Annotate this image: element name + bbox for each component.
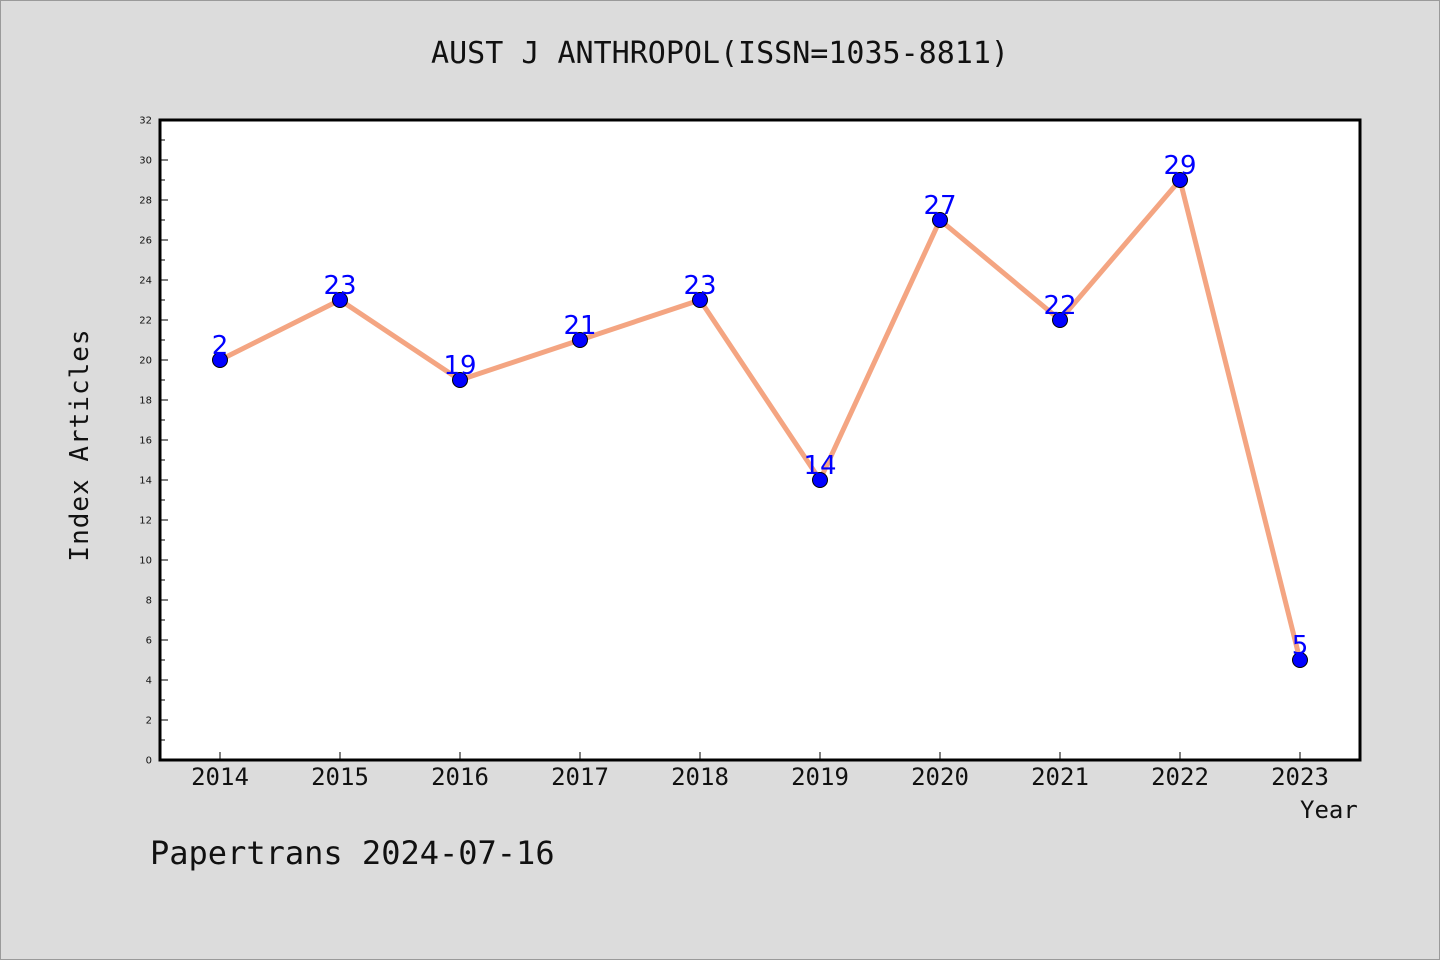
- x-tick-label: 2014: [191, 763, 249, 791]
- y-tick-label: 28: [139, 196, 152, 207]
- data-point: [572, 332, 588, 348]
- y-tick-label: 10: [139, 556, 152, 567]
- y-tick-label: 30: [139, 156, 152, 167]
- y-tick-label: 32: [139, 116, 152, 127]
- data-label: 14: [803, 451, 836, 481]
- footer-text: Papertrans 2024-07-16: [150, 834, 555, 872]
- x-tick-label: 2020: [911, 763, 969, 791]
- data-point: [1172, 172, 1188, 188]
- y-tick-label: 14: [139, 476, 152, 487]
- data-label: 23: [683, 271, 716, 301]
- x-tick-label: 2017: [551, 763, 609, 791]
- y-tick-label: 12: [139, 516, 152, 527]
- y-tick-label: 24: [139, 276, 152, 287]
- y-tick-label: 20: [139, 356, 152, 367]
- y-tick-label: 26: [139, 236, 152, 247]
- data-label: 5: [1292, 631, 1309, 661]
- y-tick-label: 0: [146, 756, 152, 767]
- data-label: 27: [923, 191, 956, 221]
- x-tick-label: 2022: [1151, 763, 1209, 791]
- y-tick-label: 18: [139, 396, 152, 407]
- y-tick-label: 6: [146, 636, 152, 647]
- data-label: 29: [1163, 151, 1196, 181]
- data-point: [932, 212, 948, 228]
- data-point: [692, 292, 708, 308]
- series-line: [217, 177, 1303, 663]
- x-tick-label: 2015: [311, 763, 369, 791]
- x-axis-label: Year: [1300, 796, 1358, 824]
- x-tick-label: 2016: [431, 763, 489, 791]
- x-tick-label: 2023: [1271, 763, 1329, 791]
- data-label: 19: [443, 351, 476, 381]
- y-tick-label: 16: [139, 436, 152, 447]
- data-point: [812, 472, 828, 488]
- data-label: 21: [563, 311, 596, 341]
- x-tick-label: 2021: [1031, 763, 1089, 791]
- data-label: 2: [212, 331, 229, 361]
- y-tick-label: 2: [146, 716, 152, 727]
- y-tick-label: 4: [146, 676, 152, 687]
- data-point: [212, 352, 228, 368]
- y-tick-label: 8: [146, 596, 152, 607]
- data-point: [452, 372, 468, 388]
- data-point: [1052, 312, 1068, 328]
- plot-border: [158, 118, 1362, 762]
- y-tick-label: 22: [139, 316, 152, 327]
- x-tick-label: 2019: [791, 763, 849, 791]
- plot-area: [160, 120, 1360, 760]
- chart-title: AUST J ANTHROPOL(ISSN=1035-8811): [431, 36, 1009, 71]
- data-label: 23: [323, 271, 356, 301]
- data-point: [1292, 652, 1308, 668]
- data-point: [332, 292, 348, 308]
- data-label: 22: [1043, 291, 1076, 321]
- x-tick-label: 2018: [671, 763, 729, 791]
